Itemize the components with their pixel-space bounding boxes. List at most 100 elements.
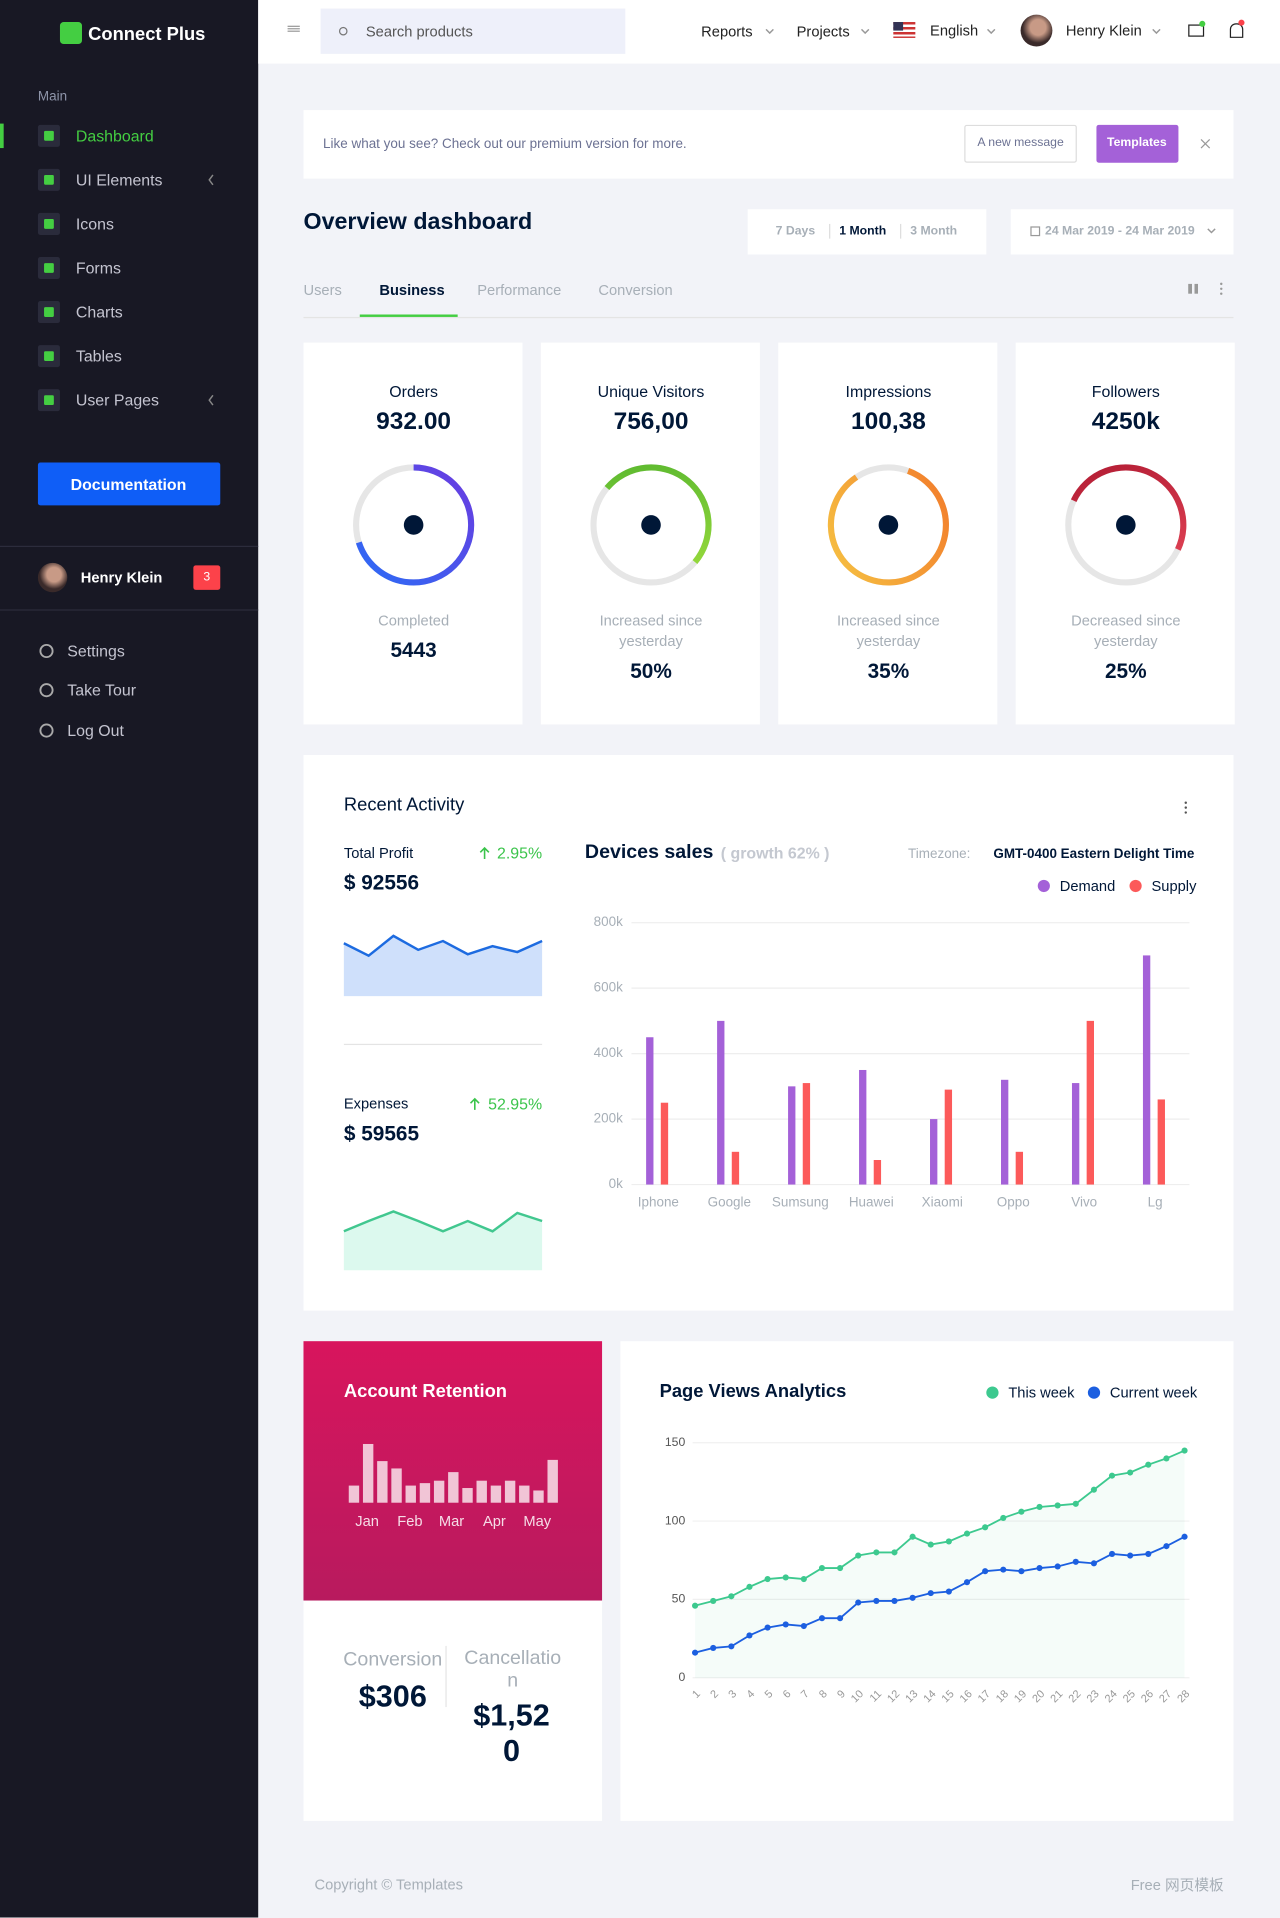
search-placeholder[interactable]: Search products xyxy=(365,23,473,41)
stat-value: 756,00 xyxy=(613,408,689,436)
menu-item[interactable]: User Pages xyxy=(75,390,159,410)
templates-button[interactable] xyxy=(1096,124,1179,163)
stat-value: 4250k xyxy=(1091,408,1160,436)
tab[interactable]: Conversion xyxy=(598,281,673,299)
menu-item[interactable]: UI Elements xyxy=(75,170,163,190)
range-option[interactable]: 7 Days xyxy=(775,224,816,239)
bar xyxy=(1157,1099,1165,1185)
mail-icon[interactable] xyxy=(1188,24,1205,37)
range-option[interactable]: 3 Month xyxy=(910,224,958,239)
menu-toggle-bar xyxy=(287,30,300,32)
menu-item[interactable]: Icons xyxy=(75,214,114,234)
point xyxy=(855,1552,862,1559)
bar xyxy=(1142,955,1151,1185)
tab[interactable]: Business xyxy=(379,281,445,299)
submenu-arrow xyxy=(208,394,214,406)
sidebar-link[interactable]: Take Tour xyxy=(67,680,137,700)
menu-toggle[interactable] xyxy=(287,25,300,30)
date-range[interactable]: 24 Mar 2019 - 24 Mar 2019 xyxy=(1045,224,1195,239)
chart-title: Devices sales xyxy=(584,841,714,863)
mail-dot xyxy=(1199,20,1206,27)
point xyxy=(692,1602,699,1609)
x-tick-label: 25 xyxy=(1121,1688,1138,1705)
x-tick-label: 11 xyxy=(868,1688,885,1705)
point xyxy=(1181,1533,1188,1540)
bar xyxy=(1000,1079,1009,1185)
templates-button-label[interactable]: Templates xyxy=(1107,136,1167,150)
avatar[interactable] xyxy=(37,562,68,593)
month-label: Feb xyxy=(397,1512,423,1530)
date-picker[interactable] xyxy=(1010,209,1234,255)
nav-projects[interactable]: Projects xyxy=(796,23,850,41)
divider xyxy=(0,609,259,611)
point xyxy=(1108,1472,1116,1479)
sidebar-link[interactable]: Log Out xyxy=(67,721,124,740)
stat-label: Orders xyxy=(389,382,438,401)
range-selector xyxy=(747,209,987,255)
bell-icon[interactable] xyxy=(1229,23,1244,38)
point xyxy=(837,1565,844,1572)
tab[interactable]: Performance xyxy=(477,281,562,299)
retention-bar xyxy=(462,1488,473,1503)
point xyxy=(746,1583,753,1590)
tab[interactable]: Users xyxy=(303,281,342,299)
legend-label: Current week xyxy=(1109,1384,1198,1402)
chevron xyxy=(765,28,774,35)
range-option[interactable]: 1 Month xyxy=(839,224,887,239)
footer-link[interactable]: Free 网页模板 xyxy=(1130,1876,1224,1894)
message-button[interactable] xyxy=(964,124,1077,163)
retention-bar xyxy=(490,1485,502,1503)
doc-button-label[interactable]: Documentation xyxy=(70,475,187,494)
point xyxy=(1090,1560,1097,1567)
brand[interactable]: Connect Plus xyxy=(88,23,206,45)
retention-bar xyxy=(377,1461,388,1503)
grid-icon[interactable] xyxy=(1188,283,1199,294)
point xyxy=(1181,1447,1188,1454)
y-tick-label: 200k xyxy=(594,1111,623,1126)
point xyxy=(1054,1563,1061,1570)
sidebar-link[interactable]: Settings xyxy=(67,641,125,661)
avatar[interactable] xyxy=(1020,14,1053,47)
point xyxy=(891,1597,898,1605)
point xyxy=(1145,1461,1152,1468)
nav-section: Main xyxy=(37,89,68,105)
point xyxy=(945,1588,952,1595)
search-box[interactable] xyxy=(320,8,626,54)
nav-reports[interactable]: Reports xyxy=(701,23,753,41)
language[interactable]: English xyxy=(930,22,979,40)
retention-bar xyxy=(476,1480,487,1503)
active-indicator xyxy=(0,123,4,149)
menu-icon-glyph xyxy=(44,130,54,141)
menu-item[interactable]: Dashboard xyxy=(75,126,154,146)
x-tick-label: 21 xyxy=(1048,1688,1065,1705)
doc-button[interactable] xyxy=(37,462,221,506)
ring-progress xyxy=(590,464,712,586)
point xyxy=(927,1541,934,1548)
menu-item[interactable]: Forms xyxy=(75,258,121,278)
point xyxy=(1000,1514,1007,1521)
bar xyxy=(717,1020,725,1185)
bar xyxy=(802,1083,811,1185)
menu-item[interactable]: Tables xyxy=(75,346,122,366)
point xyxy=(982,1568,989,1575)
retention-bar xyxy=(391,1468,402,1503)
point xyxy=(1127,1469,1134,1476)
stat-label: Followers xyxy=(1091,382,1160,401)
x-tick-label: 28 xyxy=(1175,1688,1192,1705)
more-dot xyxy=(1184,801,1187,804)
banner-text: Like what you see? Check out our premium… xyxy=(323,137,687,152)
point xyxy=(1090,1486,1097,1493)
ring-progress xyxy=(827,464,949,586)
menu-item[interactable]: Charts xyxy=(75,302,123,322)
x-tick-label: 8 xyxy=(817,1688,830,1701)
point xyxy=(1000,1566,1007,1573)
more-dot xyxy=(1184,806,1187,809)
message-button-label[interactable]: A new message xyxy=(977,136,1064,150)
ring-progress xyxy=(353,464,475,586)
retention-stats xyxy=(303,1600,603,1821)
topbar-user[interactable]: Henry Klein xyxy=(1065,22,1142,40)
sidebar-user[interactable]: Henry Klein xyxy=(80,569,163,587)
divider xyxy=(445,1645,447,1708)
